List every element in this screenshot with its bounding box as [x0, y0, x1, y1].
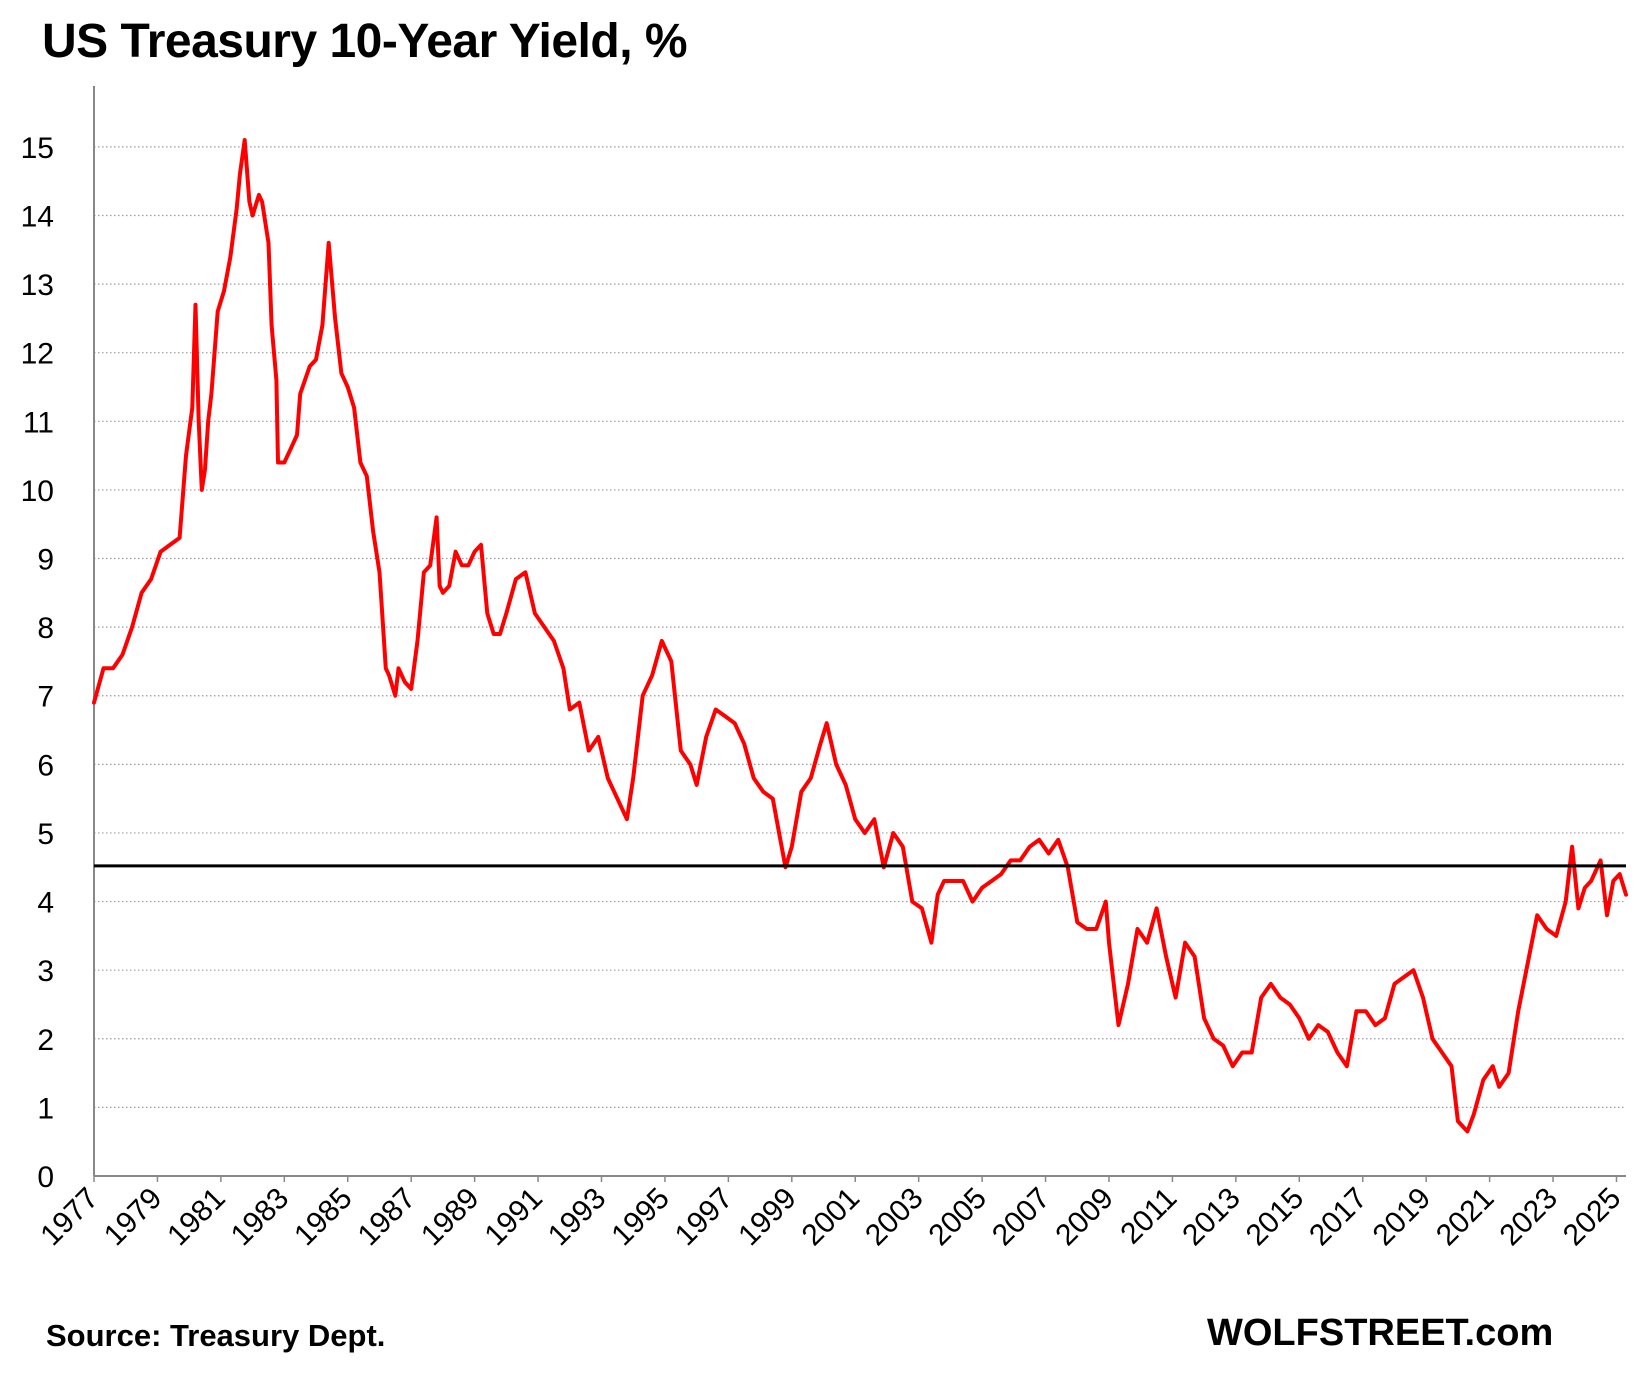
x-tick-labels: 1977197919811983198519871989199119931995… [34, 1182, 1627, 1253]
x-tick-label: 2013 [1176, 1182, 1247, 1253]
brand-label: WOLFSTREET.com [1207, 1312, 1554, 1354]
series-layer [92, 138, 1628, 1134]
x-tick-label: 1989 [415, 1182, 486, 1253]
x-tick-label: 1981 [161, 1182, 232, 1253]
x-tick-label: 1987 [352, 1182, 423, 1253]
x-tick-label: 2009 [1049, 1182, 1120, 1253]
x-tick-label: 1983 [225, 1182, 296, 1253]
y-tick-label: 1 [37, 1092, 54, 1125]
x-tick-label: 2005 [923, 1182, 994, 1253]
gridlines [94, 146, 1626, 1108]
y-tick-label: 7 [37, 681, 54, 714]
y-tick-label: 2 [37, 1024, 54, 1057]
series-line-0 [92, 138, 1628, 1134]
y-tick-label: 4 [37, 887, 54, 920]
x-tick-label: 1993 [542, 1182, 613, 1253]
chart-title: US Treasury 10-Year Yield, % [42, 15, 688, 68]
y-tick-label: 14 [21, 200, 54, 233]
x-tick-label: 1997 [669, 1182, 740, 1253]
x-tick-label: 1999 [732, 1182, 803, 1253]
y-tick-label: 0 [37, 1161, 54, 1194]
y-tick-label: 8 [37, 612, 54, 645]
x-tick-label: 2019 [1367, 1182, 1438, 1253]
y-tick-label: 5 [37, 818, 54, 851]
x-tick-label: 2017 [1303, 1182, 1374, 1253]
x-tick-label: 2023 [1493, 1182, 1564, 1253]
source-label: Source: Treasury Dept. [46, 1318, 386, 1353]
x-tick-label: 1985 [288, 1182, 359, 1253]
x-tick-label: 1979 [98, 1182, 169, 1253]
y-tick-label: 10 [21, 475, 54, 508]
y-tick-label: 9 [37, 544, 54, 577]
axes [93, 86, 1626, 1182]
x-tick-label: 2003 [859, 1182, 930, 1253]
y-tick-label: 15 [21, 132, 54, 165]
y-tick-label: 6 [37, 749, 54, 782]
y-tick-label: 11 [23, 406, 54, 439]
x-tick-label: 1991 [478, 1182, 549, 1253]
x-tick-label: 2007 [986, 1182, 1057, 1253]
x-tick-label: 2015 [1240, 1182, 1311, 1253]
y-tick-label: 3 [37, 955, 54, 988]
x-tick-label: 2025 [1557, 1182, 1628, 1253]
x-tick-label: 2001 [796, 1182, 867, 1253]
x-tick-label: 2011 [1114, 1182, 1183, 1251]
x-tick-label: 2021 [1430, 1182, 1501, 1253]
y-tick-label: 12 [21, 338, 54, 371]
y-tick-label: 13 [21, 269, 54, 302]
x-tick-label: 1995 [605, 1182, 676, 1253]
